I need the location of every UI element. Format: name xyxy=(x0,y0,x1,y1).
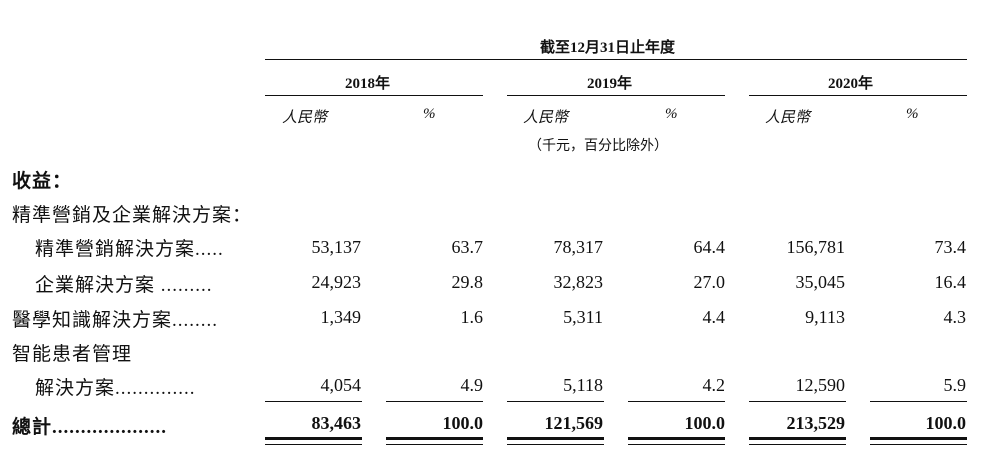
total-double-rule xyxy=(870,437,967,440)
percent-label-2019: % xyxy=(665,106,678,122)
total-cell: 100.0 xyxy=(925,413,967,433)
total-double-rule xyxy=(386,444,483,445)
table-cell: 27.0 xyxy=(693,272,726,292)
currency-label-2018: 人民幣 xyxy=(282,110,328,126)
table-cell: 5,311 xyxy=(563,307,603,327)
table-cell: 73.4 xyxy=(934,237,967,257)
table-cell: 4.4 xyxy=(702,307,726,327)
total-double-rule xyxy=(507,444,604,445)
header-rule xyxy=(265,59,967,60)
medical-knowledge-label: 醫學知識解決方案........ xyxy=(12,310,219,331)
table-cell: 24,923 xyxy=(311,272,362,292)
total-cell: 100.0 xyxy=(684,413,726,433)
table-cell: 9,113 xyxy=(805,307,845,327)
subtotal-rule xyxy=(628,401,725,402)
table-cell: 4,054 xyxy=(320,375,362,395)
table-cell: 4.3 xyxy=(943,307,967,327)
total-cell: 83,463 xyxy=(311,413,362,433)
table-cell: 5,118 xyxy=(563,375,603,395)
total-double-rule xyxy=(507,437,604,440)
patient-management-heading: 智能患者管理 xyxy=(12,344,133,365)
revenue-heading: 收益： xyxy=(12,171,73,192)
year-2019: 2019年 xyxy=(587,76,633,92)
table-cell: 1,349 xyxy=(320,307,362,327)
table-cell: 12,590 xyxy=(795,375,846,395)
total-cell: 213,529 xyxy=(786,413,846,433)
table-cell: 78,317 xyxy=(553,237,604,257)
total-double-rule xyxy=(386,437,483,440)
year-rule-2018 xyxy=(265,95,483,96)
percent-label-2020: % xyxy=(906,106,919,122)
table-cell: 53,137 xyxy=(311,237,362,257)
year-rule-2019 xyxy=(507,95,725,96)
table-cell: 1.6 xyxy=(460,307,484,327)
total-double-rule xyxy=(265,437,362,440)
unit-note: （千元，百分比除外） xyxy=(528,139,668,154)
subtotal-rule xyxy=(265,401,362,402)
total-double-rule xyxy=(628,444,725,445)
table-cell: 4.2 xyxy=(702,375,726,395)
table-cell: 63.7 xyxy=(451,237,484,257)
total-double-rule xyxy=(749,437,846,440)
year-2018: 2018年 xyxy=(345,76,391,92)
subtotal-rule xyxy=(870,401,967,402)
total-double-rule xyxy=(265,444,362,445)
currency-label-2019: 人民幣 xyxy=(523,110,569,126)
table-cell: 35,045 xyxy=(795,272,846,292)
table-cell: 29.8 xyxy=(451,272,484,292)
subtotal-rule xyxy=(507,401,604,402)
table-cell: 32,823 xyxy=(553,272,604,292)
total-double-rule xyxy=(628,437,725,440)
precision-marketing-label: 精準營銷解決方案..... xyxy=(35,239,224,260)
subtotal-rule xyxy=(749,401,846,402)
table-cell: 4.9 xyxy=(460,375,484,395)
table-cell: 16.4 xyxy=(934,272,967,292)
table-cell: 64.4 xyxy=(693,237,726,257)
period-title: 截至12月31日止年度 xyxy=(540,40,676,56)
total-double-rule xyxy=(749,444,846,445)
currency-label-2020: 人民幣 xyxy=(765,110,811,126)
total-cell: 100.0 xyxy=(442,413,484,433)
year-2020: 2020年 xyxy=(828,76,874,92)
table-cell: 156,781 xyxy=(786,237,846,257)
subtotal-rule xyxy=(386,401,483,402)
percent-label-2018: % xyxy=(423,106,436,122)
total-cell: 121,569 xyxy=(544,413,604,433)
year-rule-2020 xyxy=(749,95,967,96)
enterprise-label: 企業解決方案 ......... xyxy=(35,275,213,296)
table-cell: 5.9 xyxy=(943,375,967,395)
total-double-rule xyxy=(870,444,967,445)
precision-enterprise-heading: 精準營銷及企業解決方案： xyxy=(12,205,253,226)
total-label: 總計.................... xyxy=(12,417,168,438)
patient-management-label: 解決方案.............. xyxy=(35,378,196,399)
